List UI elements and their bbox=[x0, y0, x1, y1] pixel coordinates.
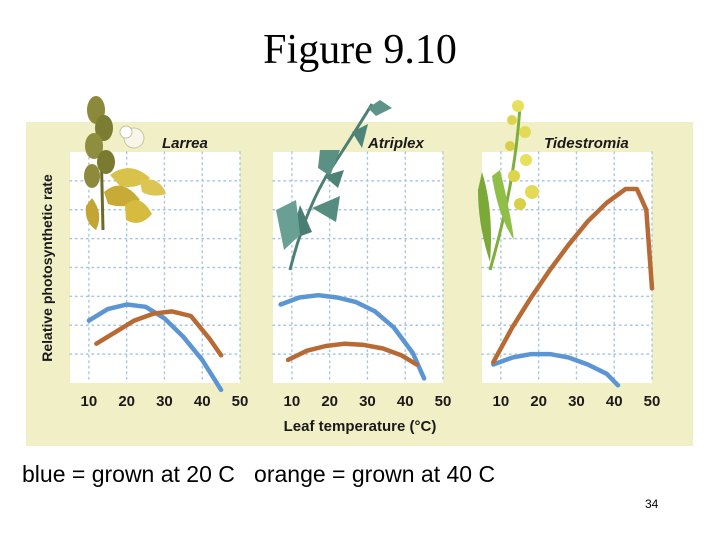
panel-title-larrea: Larrea bbox=[162, 135, 208, 152]
x-axis-label: Leaf temperature (°C) bbox=[284, 418, 437, 435]
x-tick-label-larrea-20: 20 bbox=[118, 393, 135, 410]
x-tick-label-atriplex-10: 10 bbox=[284, 393, 301, 410]
series-line-atriplex-grown-20c bbox=[278, 292, 427, 381]
x-tick-label-atriplex-30: 30 bbox=[359, 393, 376, 410]
atriplex-plant-illustration bbox=[276, 100, 392, 271]
x-tick-label-larrea-30: 30 bbox=[156, 393, 173, 410]
legend-caption: blue = grown at 20 C orange = grown at 4… bbox=[22, 461, 496, 487]
x-tick-label-larrea-40: 40 bbox=[194, 393, 211, 410]
x-tick-label-larrea-10: 10 bbox=[81, 393, 98, 410]
x-tick-label-atriplex-40: 40 bbox=[397, 393, 414, 410]
x-tick-label-atriplex-20: 20 bbox=[321, 393, 338, 410]
series-line-tidestromia-grown-20c bbox=[491, 351, 621, 388]
page-number: 34 bbox=[645, 497, 659, 511]
slide-title: Figure 9.10 bbox=[263, 27, 457, 73]
x-tick-label-tidestromia-30: 30 bbox=[568, 393, 585, 410]
x-tick-label-atriplex-50: 50 bbox=[435, 393, 452, 410]
larrea-plant-illustration bbox=[84, 96, 166, 231]
x-tick-label-tidestromia-10: 10 bbox=[493, 393, 510, 410]
y-axis-label: Relative photosynthetic rate bbox=[39, 174, 55, 362]
panel-title-atriplex: Atriplex bbox=[367, 135, 425, 152]
x-tick-label-tidestromia-40: 40 bbox=[606, 393, 623, 410]
x-tick-label-larrea-50: 50 bbox=[232, 393, 249, 410]
panel-title-tidestromia: Tidestromia bbox=[544, 135, 629, 152]
tidestromia-plant-illustration bbox=[478, 100, 539, 271]
series-line-tidestromia-grown-40c bbox=[491, 186, 655, 365]
series-line-larrea-grown-40c bbox=[94, 309, 224, 358]
x-tick-label-tidestromia-50: 50 bbox=[644, 393, 661, 410]
series-line-atriplex-grown-40c bbox=[285, 341, 419, 367]
x-tick-label-tidestromia-20: 20 bbox=[530, 393, 547, 410]
